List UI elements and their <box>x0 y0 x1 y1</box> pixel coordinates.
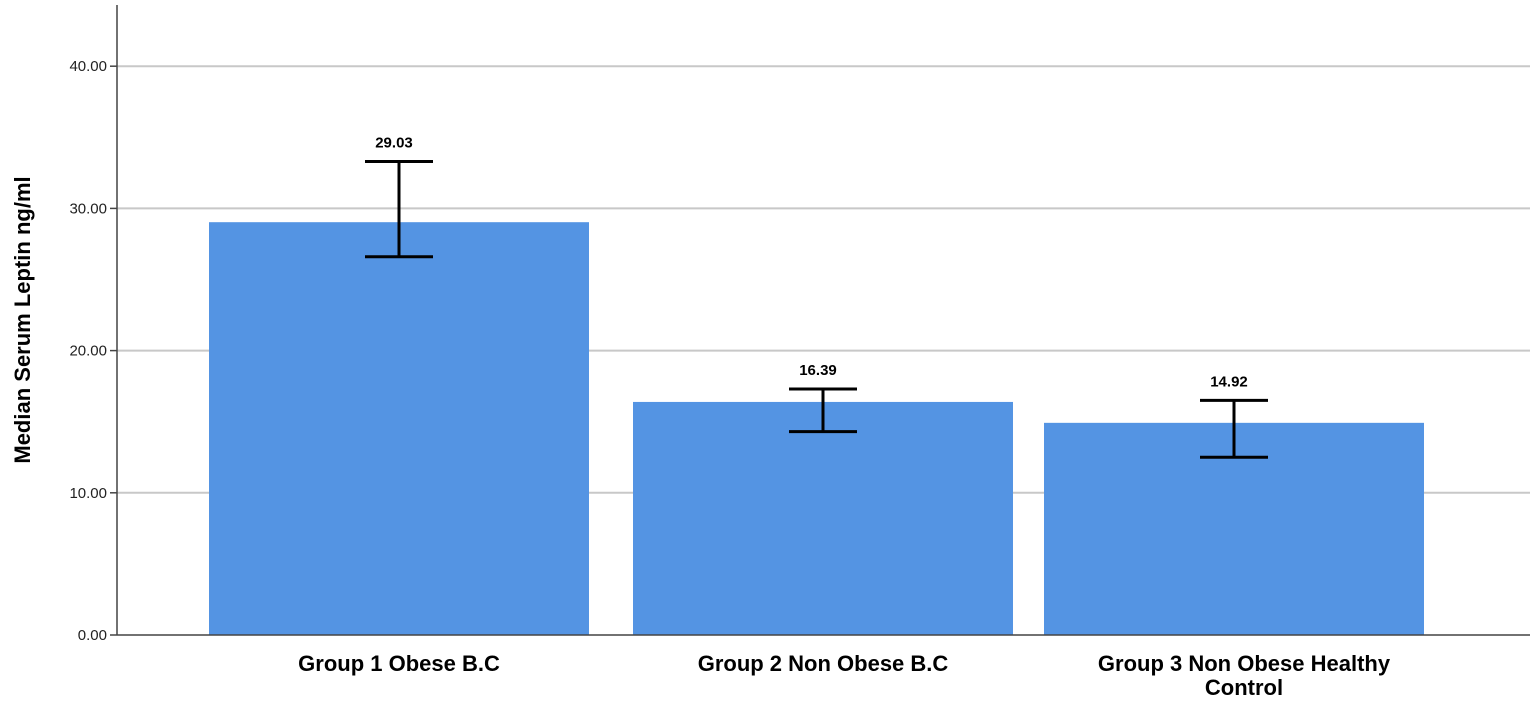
bars <box>209 222 1424 635</box>
x-tick-label: Group 3 Non Obese Healthy <box>1098 651 1391 676</box>
y-tick-label: 10.00 <box>69 485 107 502</box>
y-tick-label: 20.00 <box>69 343 107 360</box>
x-tick-label: Group 1 Obese B.C <box>298 651 500 676</box>
x-tick-label: Group 2 Non Obese B.C <box>698 651 949 676</box>
error-bars <box>365 159 1268 459</box>
data-label: 14.92 <box>1210 373 1248 390</box>
axes <box>110 5 1530 636</box>
data-label: 29.03 <box>375 134 413 151</box>
x-tick-label: Control <box>1205 675 1283 700</box>
data-label: 16.39 <box>799 362 837 379</box>
y-tick-label: 30.00 <box>69 200 107 217</box>
bar <box>209 222 589 635</box>
y-tick-label: 40.00 <box>69 58 107 75</box>
labels: 0.00 10.00 20.00 30.00 40.00 29.03 16.39 14.92 G… <box>69 58 1390 700</box>
bar <box>633 401 1013 635</box>
y-axis-title: Median Serum Leptin ng/ml <box>10 176 35 463</box>
y-tick-label: 0.00 <box>78 627 107 644</box>
